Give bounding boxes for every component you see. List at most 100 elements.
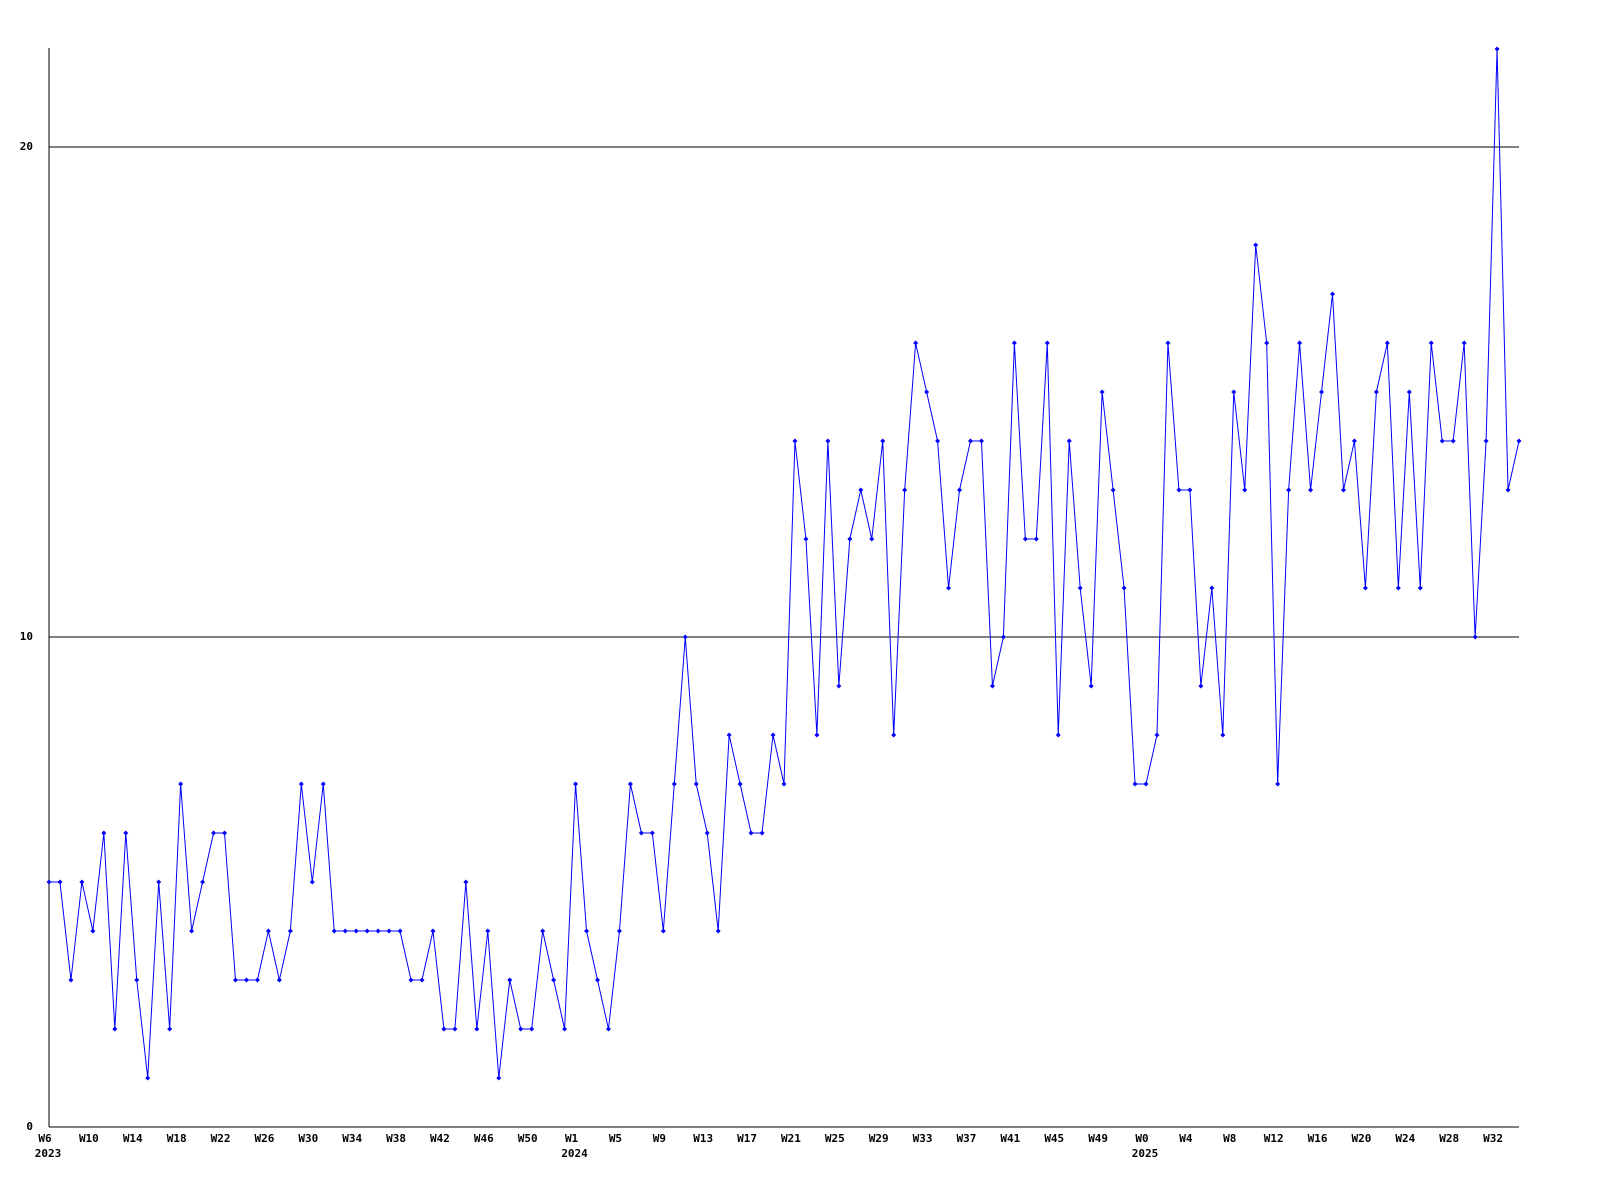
point-marker: [222, 830, 228, 836]
point-marker: [287, 928, 293, 934]
point-marker: [660, 928, 666, 934]
point-marker: [1275, 781, 1281, 787]
x-year-label: 2023: [35, 1147, 62, 1160]
point-marker: [1099, 389, 1105, 395]
x-tick-label: W45: [1044, 1132, 1064, 1145]
point-marker: [79, 879, 85, 885]
x-tick-label: W38: [386, 1132, 406, 1145]
point-marker: [1494, 46, 1500, 52]
point-marker: [1461, 340, 1467, 346]
point-marker: [638, 830, 644, 836]
point-marker: [320, 781, 326, 787]
y-tick-label: 20: [20, 140, 33, 153]
point-marker: [529, 1026, 535, 1032]
x-tick-label: W22: [211, 1132, 231, 1145]
point-marker: [101, 830, 107, 836]
point-marker: [1483, 438, 1489, 444]
point-marker: [1132, 781, 1138, 787]
point-marker: [616, 928, 622, 934]
point-marker: [858, 487, 864, 493]
point-marker: [770, 732, 776, 738]
point-marker: [1450, 438, 1456, 444]
point-marker: [781, 781, 787, 787]
point-marker: [605, 1026, 611, 1032]
point-marker: [551, 977, 557, 983]
point-marker: [189, 928, 195, 934]
point-marker: [331, 928, 337, 934]
point-marker: [967, 438, 973, 444]
point-marker: [924, 389, 930, 395]
x-tick-label: W25: [825, 1132, 845, 1145]
point-marker: [627, 781, 633, 787]
point-marker: [518, 1026, 524, 1032]
x-tick-label: W33: [913, 1132, 933, 1145]
y-tick-label: 0: [26, 1120, 33, 1133]
point-marker: [715, 928, 721, 934]
point-marker: [265, 928, 271, 934]
point-marker: [57, 879, 63, 885]
point-marker: [507, 977, 513, 983]
point-marker: [1406, 389, 1412, 395]
point-marker: [496, 1075, 502, 1081]
point-marker: [1362, 585, 1368, 591]
point-marker: [1198, 683, 1204, 689]
point-marker: [902, 487, 908, 493]
x-tick-label: W30: [298, 1132, 318, 1145]
point-marker: [1373, 389, 1379, 395]
x-tick-label: W50: [518, 1132, 538, 1145]
point-marker: [1472, 634, 1478, 640]
point-marker: [1516, 438, 1522, 444]
point-marker: [463, 879, 469, 885]
x-tick-label: W32: [1483, 1132, 1503, 1145]
point-marker: [1319, 389, 1325, 395]
point-marker: [814, 732, 820, 738]
x-tick-label: W18: [167, 1132, 187, 1145]
point-marker: [682, 634, 688, 640]
point-marker: [1022, 536, 1028, 542]
point-marker: [1165, 340, 1171, 346]
point-marker: [880, 438, 886, 444]
point-marker: [1308, 487, 1314, 493]
point-marker: [1220, 732, 1226, 738]
point-marker: [935, 438, 941, 444]
point-marker: [123, 830, 129, 836]
point-marker: [178, 781, 184, 787]
point-marker: [353, 928, 359, 934]
x-tick-label: W10: [79, 1132, 99, 1145]
point-marker: [342, 928, 348, 934]
point-marker: [1077, 585, 1083, 591]
point-marker: [693, 781, 699, 787]
point-marker: [595, 977, 601, 983]
point-marker: [803, 536, 809, 542]
x-tick-label: W5: [609, 1132, 622, 1145]
x-tick-label: W4: [1179, 1132, 1193, 1145]
point-marker: [112, 1026, 118, 1032]
point-marker: [397, 928, 403, 934]
point-marker: [671, 781, 677, 787]
point-marker: [748, 830, 754, 836]
point-marker: [1110, 487, 1116, 493]
point-marker: [167, 1026, 173, 1032]
point-marker: [1187, 487, 1193, 493]
x-tick-label: W34: [342, 1132, 362, 1145]
point-marker: [232, 977, 238, 983]
x-tick-label: W28: [1439, 1132, 1459, 1145]
point-marker: [1297, 340, 1303, 346]
point-marker: [704, 830, 710, 836]
point-marker: [1000, 634, 1006, 640]
x-tick-label: W1: [565, 1132, 579, 1145]
point-marker: [1033, 536, 1039, 542]
x-tick-label: W20: [1351, 1132, 1371, 1145]
x-tick-label: W14: [123, 1132, 143, 1145]
point-marker: [759, 830, 765, 836]
point-marker: [441, 1026, 447, 1032]
x-tick-label: W13: [693, 1132, 713, 1145]
point-marker: [1143, 781, 1149, 787]
point-marker: [1055, 732, 1061, 738]
point-marker: [978, 438, 984, 444]
point-marker: [1384, 340, 1390, 346]
point-marker: [573, 781, 579, 787]
point-marker: [156, 879, 162, 885]
